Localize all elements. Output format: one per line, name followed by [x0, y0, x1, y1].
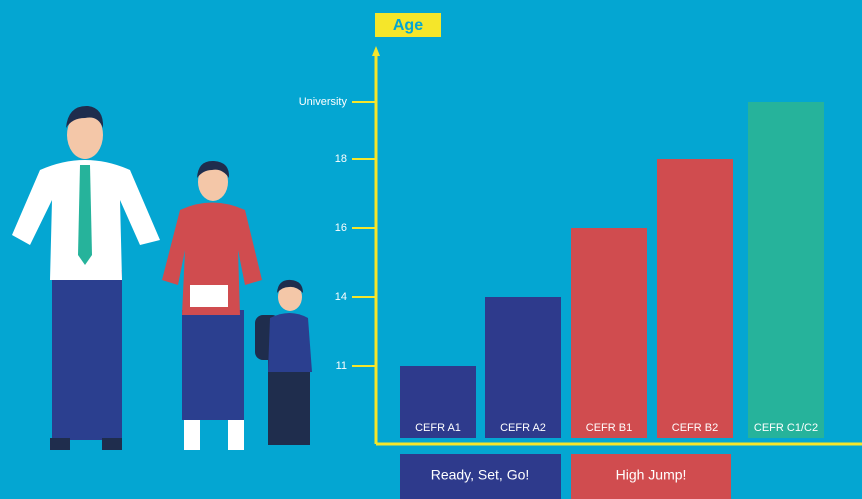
group-label: Ready, Set, Go!	[431, 467, 530, 483]
bar	[571, 228, 647, 438]
bar	[748, 102, 824, 438]
group-label: High Jump!	[616, 467, 687, 483]
y-tick-label: 16	[335, 222, 347, 234]
bar	[400, 366, 476, 438]
y-tick-label: 11	[336, 360, 347, 372]
group-box	[571, 454, 731, 499]
y-tick-label: 18	[335, 153, 347, 165]
x-tick-label: CEFR C1/C2	[754, 422, 818, 434]
axis-arrow	[372, 46, 380, 56]
chart-title: Age	[393, 17, 423, 34]
group-box	[400, 454, 561, 499]
x-tick-label: CEFR B1	[586, 422, 632, 434]
bar	[657, 159, 733, 438]
x-tick-label: CEFR B2	[672, 422, 718, 434]
y-tick-label: University	[299, 96, 348, 108]
title-box	[375, 13, 441, 37]
x-tick-label: CEFR A1	[415, 422, 461, 434]
illustration	[12, 105, 312, 450]
x-tick-label: CEFR A2	[500, 422, 546, 434]
y-tick-label: 14	[335, 291, 347, 303]
bar	[485, 297, 561, 438]
